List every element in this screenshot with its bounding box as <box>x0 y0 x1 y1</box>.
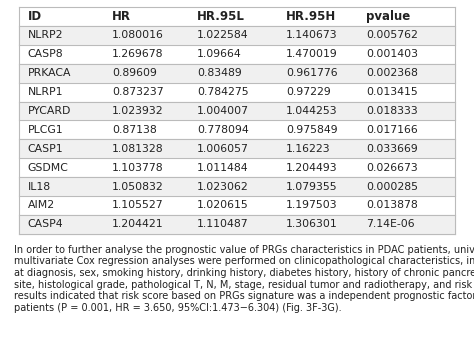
Text: 1.006057: 1.006057 <box>197 144 249 154</box>
Bar <box>18 177 456 196</box>
Bar <box>18 64 456 83</box>
Bar <box>18 26 456 45</box>
Text: 0.026673: 0.026673 <box>366 163 418 173</box>
Bar <box>18 158 456 177</box>
Text: NLRP2: NLRP2 <box>27 30 63 40</box>
Text: 0.97229: 0.97229 <box>286 87 331 97</box>
Text: 0.873237: 0.873237 <box>112 87 164 97</box>
Text: 1.103778: 1.103778 <box>112 163 164 173</box>
Text: 1.09664: 1.09664 <box>197 49 242 59</box>
Text: 0.975849: 0.975849 <box>286 125 337 135</box>
Text: 0.002368: 0.002368 <box>366 68 418 78</box>
Bar <box>18 120 456 139</box>
Text: HR.95H: HR.95H <box>286 10 336 23</box>
Text: 0.87138: 0.87138 <box>112 125 157 135</box>
Text: 0.017166: 0.017166 <box>366 125 418 135</box>
Text: 1.080016: 1.080016 <box>112 30 164 40</box>
Text: 0.005762: 0.005762 <box>366 30 418 40</box>
Bar <box>18 7 456 26</box>
Text: IL18: IL18 <box>27 181 51 192</box>
Bar <box>18 102 456 120</box>
Text: In order to further analyse the prognostic value of PRGs characteristics in PDAC: In order to further analyse the prognost… <box>14 245 474 313</box>
Text: AIM2: AIM2 <box>27 200 55 210</box>
Text: NLRP1: NLRP1 <box>27 87 63 97</box>
Text: 1.023932: 1.023932 <box>112 106 164 116</box>
Text: 1.110487: 1.110487 <box>197 220 248 229</box>
Text: 0.89609: 0.89609 <box>112 68 157 78</box>
Text: 1.204421: 1.204421 <box>112 220 164 229</box>
Text: 0.784275: 0.784275 <box>197 87 248 97</box>
Text: PRKACA: PRKACA <box>27 68 71 78</box>
Text: 1.020615: 1.020615 <box>197 200 249 210</box>
Text: 1.470019: 1.470019 <box>286 49 338 59</box>
Text: 1.050832: 1.050832 <box>112 181 164 192</box>
Text: 1.004007: 1.004007 <box>197 106 249 116</box>
Text: 0.033669: 0.033669 <box>366 144 418 154</box>
Text: 1.140673: 1.140673 <box>286 30 337 40</box>
Text: 1.081328: 1.081328 <box>112 144 164 154</box>
Bar <box>18 196 456 215</box>
Text: 1.079355: 1.079355 <box>286 181 337 192</box>
Bar <box>18 139 456 158</box>
Text: 1.197503: 1.197503 <box>286 200 337 210</box>
Text: pvalue: pvalue <box>366 10 410 23</box>
Bar <box>18 83 456 102</box>
Text: 1.105527: 1.105527 <box>112 200 164 210</box>
Text: 1.023062: 1.023062 <box>197 181 249 192</box>
Text: PYCARD: PYCARD <box>27 106 71 116</box>
Text: CASP4: CASP4 <box>27 220 63 229</box>
Text: 1.022584: 1.022584 <box>197 30 248 40</box>
Text: 1.204493: 1.204493 <box>286 163 337 173</box>
Text: 0.013415: 0.013415 <box>366 87 418 97</box>
Text: 0.778094: 0.778094 <box>197 125 249 135</box>
Bar <box>18 45 456 64</box>
Text: PLCG1: PLCG1 <box>27 125 63 135</box>
Text: HR.95L: HR.95L <box>197 10 245 23</box>
Text: 0.001403: 0.001403 <box>366 49 418 59</box>
Text: 7.14E-06: 7.14E-06 <box>366 220 415 229</box>
Text: 0.000285: 0.000285 <box>366 181 418 192</box>
Text: HR: HR <box>112 10 131 23</box>
Text: 1.044253: 1.044253 <box>286 106 337 116</box>
Text: 1.306301: 1.306301 <box>286 220 338 229</box>
Text: 0.018333: 0.018333 <box>366 106 418 116</box>
Text: GSDMC: GSDMC <box>27 163 68 173</box>
Text: 0.961776: 0.961776 <box>286 68 337 78</box>
Text: 1.269678: 1.269678 <box>112 49 164 59</box>
Text: 0.83489: 0.83489 <box>197 68 242 78</box>
Text: 1.16223: 1.16223 <box>286 144 331 154</box>
Text: CASP8: CASP8 <box>27 49 63 59</box>
Bar <box>18 215 456 234</box>
Text: 0.013878: 0.013878 <box>366 200 418 210</box>
Text: ID: ID <box>27 10 42 23</box>
Text: 1.011484: 1.011484 <box>197 163 248 173</box>
Text: CASP1: CASP1 <box>27 144 63 154</box>
